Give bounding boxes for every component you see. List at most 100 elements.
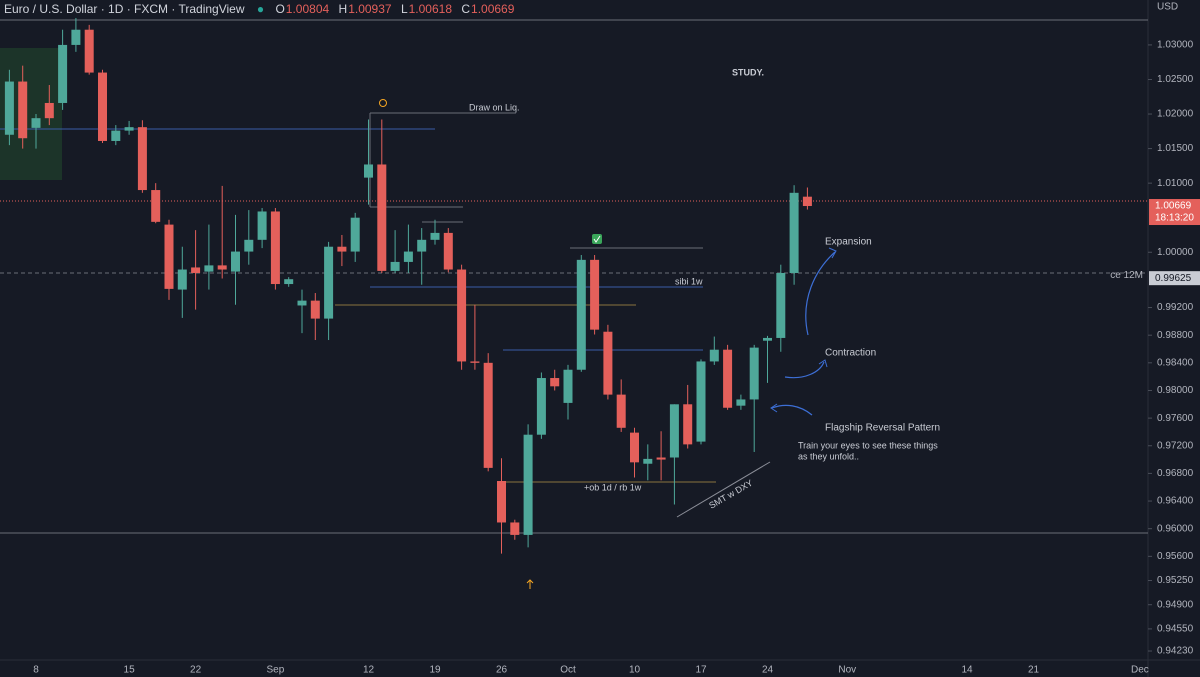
ohlc-label: C	[461, 2, 471, 16]
candle-body	[683, 404, 693, 445]
annotation: as they unfold..	[798, 451, 859, 461]
candle-body	[164, 224, 174, 289]
candle-body	[630, 432, 639, 463]
countdown: 18:13:20	[1155, 213, 1194, 224]
candle-body	[270, 211, 280, 285]
x-tick-label: 14	[961, 665, 973, 676]
annotation: SMT w DXY	[707, 478, 754, 511]
y-tick-label: 0.94230	[1157, 646, 1194, 657]
annotation: +ob 1d / rb 1w	[584, 482, 642, 492]
level-box	[1149, 271, 1200, 286]
y-tick-label: 1.00000	[1157, 247, 1194, 258]
candle-body	[4, 81, 14, 135]
candle-body	[350, 217, 360, 252]
x-tick-label: Nov	[838, 665, 856, 676]
arrow	[805, 251, 836, 336]
x-tick-label: 12	[363, 665, 375, 676]
arrow	[818, 359, 828, 368]
candle-body	[457, 269, 467, 362]
x-tick-label: 17	[695, 665, 707, 676]
x-tick-label: 26	[496, 665, 508, 676]
candle-body	[124, 127, 134, 131]
annotation: sibi 1w	[675, 276, 703, 286]
arrow-icon	[526, 579, 534, 589]
last-price-label: 1.00669	[1155, 201, 1192, 212]
ohlc-value: 1.00618	[408, 2, 453, 16]
ohlc-value: 1.00937	[348, 2, 392, 16]
y-tick-label: 1.02500	[1157, 74, 1194, 85]
candle-body	[204, 265, 214, 272]
y-tick-label: 0.94550	[1157, 624, 1194, 635]
candle-body	[297, 300, 307, 306]
candle-body	[470, 361, 480, 363]
candle-body	[403, 251, 413, 262]
x-tick-label: Sep	[267, 665, 285, 676]
candle-body	[364, 164, 373, 178]
ohlc-label: O	[275, 2, 285, 16]
ohlc-value: 1.00804	[285, 2, 330, 16]
arrow	[828, 247, 837, 259]
candle-body	[71, 29, 81, 45]
x-tick-label: 8	[33, 665, 39, 676]
y-tick-label: 1.02000	[1157, 109, 1194, 120]
annotation: Train your eyes to see these things	[798, 440, 938, 450]
y-tick-label: 0.97600	[1157, 413, 1194, 424]
header: Euro / U.S. Dollar · 1D · FXCM · Trading…	[4, 2, 515, 16]
candle-body	[763, 337, 772, 341]
annotation: Contraction	[825, 348, 876, 359]
bulb-icon	[379, 99, 387, 107]
candle-body	[151, 190, 161, 222]
candle-body	[709, 349, 719, 362]
candle-body	[789, 192, 799, 273]
candle-body	[749, 347, 759, 400]
y-tick-label: 0.98800	[1157, 330, 1194, 341]
last-price-box	[1149, 199, 1200, 226]
candle-body	[244, 239, 254, 252]
annotation: Draw on Liq.	[469, 102, 520, 112]
annotation: Flagship Reversal Pattern	[825, 423, 940, 434]
candle-body	[497, 481, 506, 523]
currency: USD	[1157, 2, 1178, 13]
candle-body	[616, 394, 626, 428]
candle-body	[417, 239, 427, 252]
candle-body	[84, 29, 94, 73]
candle-body	[191, 267, 201, 273]
x-tick-label: 22	[190, 665, 202, 676]
arrow	[784, 361, 825, 379]
y-tick-label: 1.01500	[1157, 143, 1194, 154]
check-icon	[593, 235, 601, 243]
y-tick-label: 0.96000	[1157, 523, 1194, 534]
symbol: Euro / U.S. Dollar · 1D · FXCM · Trading…	[4, 2, 245, 16]
x-tick-label: 24	[762, 665, 774, 676]
arrow	[770, 403, 778, 413]
candle-body	[137, 127, 147, 191]
candle-body	[231, 251, 240, 272]
ohlc-label: H	[338, 2, 348, 16]
candle-body	[736, 399, 746, 406]
x-tick-label: 19	[429, 665, 441, 676]
candle-body	[510, 522, 520, 535]
x-tick-label: 21	[1028, 665, 1040, 676]
candle-body	[723, 349, 733, 408]
candle-body	[443, 232, 453, 270]
y-tick-label: 0.96400	[1157, 496, 1194, 507]
x-tick-label: Dec	[1131, 665, 1149, 676]
candle-body	[324, 246, 334, 319]
y-tick-label: 0.97200	[1157, 440, 1194, 451]
candle-body	[337, 246, 347, 252]
x-tick-label: 15	[124, 665, 136, 676]
y-tick-label: 1.03000	[1157, 40, 1194, 51]
candle-body	[802, 196, 812, 207]
candle-body	[217, 265, 227, 270]
candle-body	[643, 458, 653, 464]
candle-body	[111, 130, 121, 141]
y-tick-label: 0.98400	[1157, 357, 1194, 368]
y-tick-label: 1.01000	[1157, 178, 1194, 189]
candle-body	[576, 259, 586, 370]
candle-body	[18, 81, 28, 139]
candle-body	[523, 434, 533, 535]
candle-body	[483, 362, 493, 468]
ohlc-value: 1.00669	[471, 2, 515, 16]
